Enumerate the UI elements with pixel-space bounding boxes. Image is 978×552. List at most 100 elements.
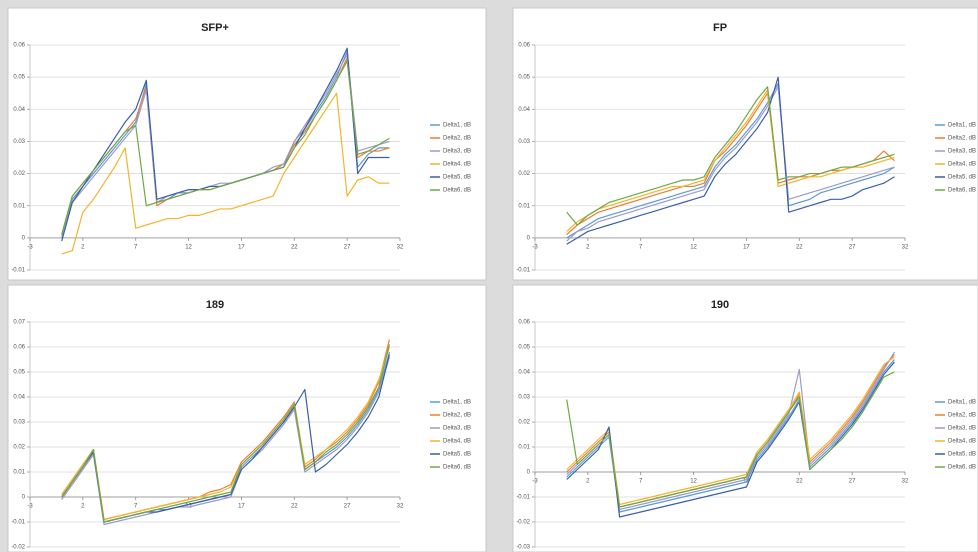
x-tick-label: 7 [639,479,643,485]
legend-label: Delta2, dB [443,413,471,419]
series-line [566,371,895,508]
y-tick-label: -0.02 [11,545,25,551]
series-line [566,356,895,506]
x-tick-label: 2 [586,244,590,250]
series-line [61,344,391,523]
panel-background [7,7,487,281]
y-tick-label: 0.03 [13,420,25,426]
legend-label: Delta1, dB [948,123,976,129]
series-line [61,356,391,526]
x-tick-label: 27 [849,244,856,250]
y-tick-label: -0.01 [11,520,25,526]
legend-label: Delta6, dB [443,188,471,194]
x-tick-label: 22 [291,504,298,510]
x-tick-label: 27 [849,479,856,485]
series-line [566,76,895,245]
y-tick-label: 0.05 [13,75,25,81]
y-tick-label: 0.06 [13,345,25,351]
legend-label: Delta6, dB [948,188,976,194]
y-tick-label: 0.02 [13,171,25,177]
y-tick-label: -0.03 [516,545,530,551]
legend-label: Delta4, dB [443,439,471,445]
x-tick-label: -3 [532,479,538,485]
legend-label: Delta1, dB [948,400,976,406]
x-tick-label: 22 [796,479,803,485]
chart-title: SFP+ [201,22,229,34]
x-tick-label: 32 [397,244,404,250]
legend-label: Delta3, dB [443,149,471,155]
legend-label: Delta4, dB [443,162,471,168]
y-tick-label: 0.02 [518,171,530,177]
y-tick-label: 0 [527,470,531,476]
chart-panel: 190 -0.03 -0.02 -0.01 0 0.01 0.02 0.03 0.04 0.05 0… [512,284,978,552]
y-tick-label: 0.01 [13,203,25,209]
y-tick-label: 0.05 [518,345,530,351]
y-tick-label: 0.04 [518,370,530,376]
y-tick-label: -0.02 [516,520,530,526]
x-tick-label: 32 [397,504,404,510]
series-line [61,92,390,255]
y-tick-label: 0.03 [518,139,530,145]
series-line [566,361,895,518]
y-tick-label: -0.01 [516,268,530,274]
x-tick-label: 12 [185,244,192,250]
y-tick-label: 0.06 [13,43,25,49]
x-tick-label: 17 [238,244,245,250]
y-tick-label: -0.01 [11,268,25,274]
series-line [61,346,391,521]
y-tick-label: 0 [22,235,26,241]
y-tick-label: 0.03 [518,395,530,401]
y-tick-label: 0.05 [13,370,25,376]
legend-label: Delta6, dB [948,465,976,471]
y-tick-label: 0.03 [13,139,25,145]
legend-label: Delta2, dB [443,136,471,142]
legend-label: Delta5, dB [443,452,471,458]
y-tick-label: 0.07 [13,320,25,326]
chart-title: 190 [711,299,729,311]
x-tick-label: 2 [81,244,85,250]
x-tick-label: 27 [344,504,351,510]
legend-label: Delta5, dB [443,175,471,181]
legend-label: Delta6, dB [443,465,471,471]
series-line [566,86,895,242]
series-line [566,359,895,513]
legend-label: Delta5, dB [948,175,976,181]
x-tick-label: 22 [796,244,803,250]
chart-title: 189 [206,299,224,311]
series-line [61,54,390,239]
x-tick-label: -3 [532,244,538,250]
x-tick-label: 12 [690,244,697,250]
x-tick-label: 32 [902,479,909,485]
series-line [566,89,895,232]
y-tick-label: 0.04 [13,395,25,401]
y-tick-label: 0.01 [518,203,530,209]
y-tick-label: 0.02 [13,445,25,451]
x-tick-label: 17 [238,504,245,510]
legend-label: Delta2, dB [948,413,976,419]
x-tick-label: 7 [134,244,138,250]
x-tick-label: 27 [344,244,351,250]
panel-background [512,284,978,552]
legend-label: Delta2, dB [948,136,976,142]
x-tick-label: 17 [743,244,750,250]
y-tick-label: -0.01 [516,495,530,501]
y-tick-label: 0 [527,235,531,241]
x-tick-label: 7 [639,244,643,250]
legend-label: Delta4, dB [948,162,976,168]
y-tick-label: 0.04 [13,107,25,113]
y-tick-label: 0 [22,495,26,501]
x-tick-label: 2 [81,504,85,510]
series-line [61,60,390,235]
legend-label: Delta5, dB [948,452,976,458]
x-tick-label: 22 [291,244,298,250]
series-line [566,86,895,226]
legend-label: Delta3, dB [948,149,976,155]
chart-title: FP [713,22,727,34]
x-tick-label: 32 [902,244,909,250]
legend-label: Delta4, dB [948,439,976,445]
x-tick-label: -3 [27,244,33,250]
